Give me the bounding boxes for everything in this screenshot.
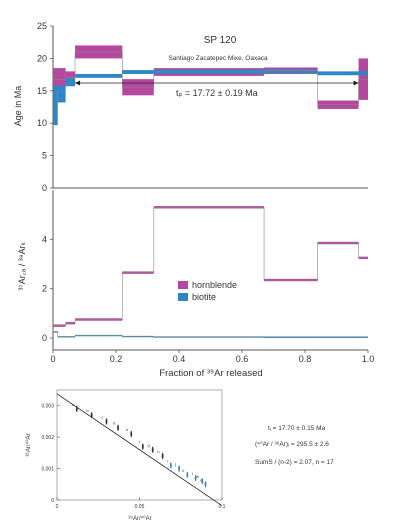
mid-y-tick-label: 2 <box>42 284 47 294</box>
isochron-point <box>151 446 154 453</box>
mid-x-tick-label: 0.8 <box>299 354 312 364</box>
biotite-legend-label: biotite <box>192 292 216 302</box>
isochron-point-label: m <box>196 474 200 479</box>
isochron-point <box>178 465 181 472</box>
isochron-mswd-annotation: SumS / (n-2) = 2.07, n = 17 <box>255 459 334 466</box>
isochron-y-tick-label: 0.002 <box>41 435 54 441</box>
isochron-point-label: h <box>157 449 159 454</box>
mid-x-tick-label: 0.4 <box>173 354 186 364</box>
isochron-x-tick-label: 0 <box>56 504 59 510</box>
isochron-point-label: n <box>200 477 202 482</box>
hornblende-legend-label: hornblende <box>192 280 237 290</box>
biotite-age-step <box>122 70 154 74</box>
top-y-tick-label: 25 <box>37 21 47 31</box>
isochron-point <box>130 430 133 438</box>
mid-y-axis-label: ³⁷Ar꜀ₐ / ³⁹Arₖ <box>17 241 27 290</box>
mid-y-tick-label: 0 <box>42 333 47 343</box>
isochron-point <box>201 477 204 485</box>
biotite-ca-k-outline <box>53 331 368 338</box>
isochron-point <box>161 452 164 460</box>
mid-x-tick-label: 1.0 <box>362 354 375 364</box>
biotite-age-step <box>358 70 368 76</box>
top-title: SP 120 <box>204 35 237 46</box>
isochron-point-label: f <box>139 440 141 445</box>
isochron-y-axis-label: ³⁶Ar/⁴⁰Ar <box>25 433 32 456</box>
isochron-x-axis-label: ³⁹Ar/⁴⁰Ar <box>128 515 151 522</box>
hornblende-legend-swatch <box>178 281 188 289</box>
isochron-point <box>204 481 207 488</box>
isochron-point-label: l <box>192 471 193 476</box>
top-y-tick-label: 20 <box>37 53 47 63</box>
legend: hornblende biotite <box>178 280 237 302</box>
isochron-point <box>141 443 144 450</box>
isochron-point <box>105 418 108 425</box>
plateau-arrow-left-head <box>75 80 81 86</box>
isochron-panel: 0 0.001 0.002 0.003 0 0.05 0.1 a b c d e f g h i j k lmn… <box>25 389 334 522</box>
isochron-point-label: b <box>86 408 89 413</box>
biotite-age-step <box>53 85 58 126</box>
biotite-age-step <box>153 69 265 74</box>
age-spectrum-panel: 0 5 10 15 20 25 SP 120 Santiago Zacatepec Mix… <box>13 21 368 193</box>
biotite-age-step <box>57 85 66 103</box>
isochron-x-tick-label: 0.1 <box>219 504 226 510</box>
isochron-point-label: d <box>113 421 115 426</box>
top-y-tick-label: 5 <box>42 151 47 161</box>
isochron-point-label: i <box>167 458 168 463</box>
isochron-point-label: a <box>72 402 75 407</box>
isochron-x-tick-label: 0.05 <box>135 504 145 510</box>
isochron-fit-line <box>56 393 223 506</box>
biotite-legend-swatch <box>178 293 188 301</box>
mid-x-tick-label: 0.6 <box>236 354 249 364</box>
isochron-age-annotation: tᵢ = 17.70 ± 0.15 Ma <box>268 425 326 432</box>
top-y-tick-label: 15 <box>37 86 47 96</box>
isochron-y-tick-label: 0.003 <box>41 404 54 410</box>
ca-k-ratio-panel: 0 2 4 0 0.2 0.4 0.6 0.8 1.0 hornblende biotite ³… <box>17 190 374 379</box>
hornblende-ca-k-outline <box>53 206 368 326</box>
top-y-tick-label: 0 <box>42 183 47 193</box>
isochron-point-label: c <box>102 414 104 419</box>
isochron-ratio-annotation: (⁴⁰Ar / ³⁶Ar)ᵢ = 295.5 ± 2.6 <box>255 441 329 448</box>
top-y-axis-label: Age in Ma <box>13 86 23 127</box>
mid-x-axis-label: Fraction of ³⁹Ar released <box>159 368 262 379</box>
isochron-point-label: e <box>126 427 129 432</box>
top-subtitle: Santiago Zacatepec Mixe, Oaxaca <box>168 55 268 62</box>
isochron-point-label: j <box>174 462 176 467</box>
isochron-point <box>90 411 93 419</box>
plateau-age-annotation: tₚ = 17.72 ± 0.19 Ma <box>176 88 258 98</box>
mid-y-tick-label: 4 <box>42 234 47 244</box>
biotite-age-step <box>264 69 318 74</box>
isochron-point <box>117 424 119 431</box>
isochron-point-label: k <box>182 468 184 473</box>
isochron-point <box>169 462 172 469</box>
top-y-tick-label: 10 <box>37 118 47 128</box>
biotite-age-step <box>75 73 123 78</box>
biotite-age-step <box>317 71 359 76</box>
isochron-point <box>194 474 197 482</box>
plateau-arrow-right-head <box>353 80 359 86</box>
isochron-y-tick-label: 0 <box>51 498 54 504</box>
isochron-y-tick-label: 0.001 <box>41 467 54 473</box>
hornblende-age-outline <box>53 51 368 106</box>
mid-x-tick-label: 0.2 <box>110 354 123 364</box>
isochron-point <box>75 405 78 413</box>
biotite-age-step <box>65 77 76 87</box>
isochron-frame <box>56 389 223 501</box>
isochron-point-label: g <box>147 443 149 448</box>
isochron-point <box>186 471 189 479</box>
mid-x-tick-label: 0 <box>50 354 55 364</box>
